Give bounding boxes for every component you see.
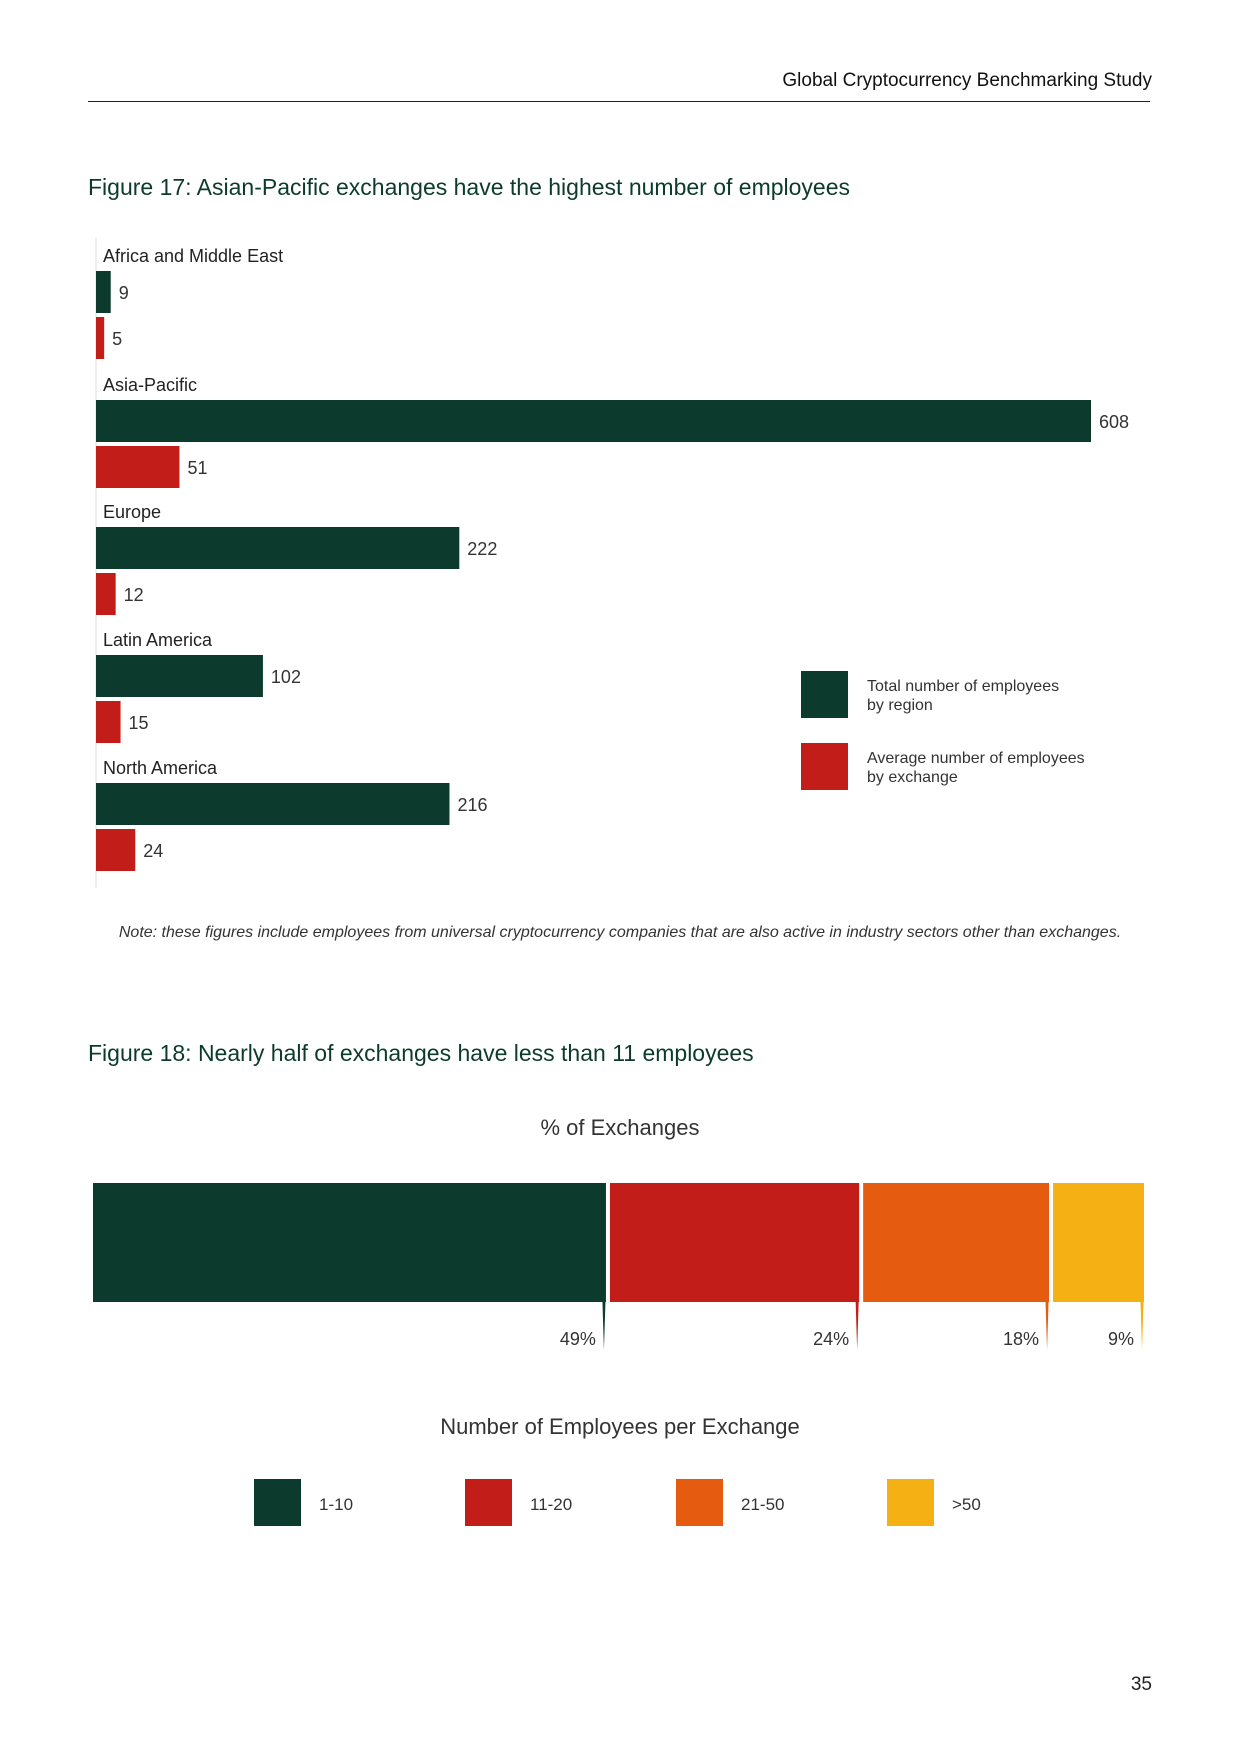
- fig18-legend-label-1-10: 1-10: [319, 1495, 353, 1514]
- document-header-title: Global Cryptocurrency Benchmarking Study: [782, 70, 1152, 91]
- fig18-value-label-21-50: 18%: [1003, 1329, 1039, 1349]
- fig17-value-label-average-europe: 12: [124, 585, 144, 605]
- fig18-legend-label-11-20: 11-20: [530, 1495, 572, 1514]
- fig17-bar-total-asia-pacific: [96, 400, 1091, 442]
- fig18-leader-21-50: [1045, 1302, 1049, 1350]
- fig18-legend-swatch-11-20: [465, 1479, 512, 1526]
- fig17-value-label-average-africa-and-middle-east: 5: [112, 329, 122, 349]
- figure-17-title: Figure 17: Asian-Pacific exchanges have …: [88, 174, 850, 200]
- fig18-segment-50: [1053, 1183, 1144, 1302]
- fig17-legend-label-average-line-1: Average number of employees: [867, 750, 1085, 767]
- fig18-segment-1-10: [93, 1183, 606, 1302]
- fig18-axis-label: Number of Employees per Exchange: [440, 1414, 800, 1439]
- fig17-category-label-latin-america: Latin America: [103, 630, 213, 650]
- page-number: 35: [1130, 1674, 1152, 1695]
- fig17-bar-total-north-america: [96, 783, 450, 825]
- fig18-legend-swatch-1-10: [254, 1479, 301, 1526]
- fig17-bar-total-europe: [96, 527, 460, 569]
- fig17-value-label-total-latin-america: 102: [271, 667, 301, 687]
- fig17-category-label-north-america: North America: [103, 758, 218, 778]
- fig17-legend-label-total-line-1: Total number of employees: [867, 678, 1059, 695]
- fig17-legend-label-average-line-2: by exchange: [867, 769, 958, 786]
- fig17-value-label-total-asia-pacific: 608: [1099, 412, 1129, 432]
- fig18-leader-50: [1140, 1302, 1144, 1350]
- fig17-bar-average-north-america: [96, 829, 136, 871]
- figure-18-title: Figure 18: Nearly half of exchanges have…: [88, 1040, 754, 1066]
- fig18-segment-21-50: [863, 1183, 1050, 1302]
- fig17-legend-label-total-line-2: by region: [867, 697, 933, 714]
- fig17-value-label-average-asia-pacific: 51: [187, 458, 207, 478]
- fig17-value-label-average-north-america: 24: [143, 841, 163, 861]
- fig17-bar-average-asia-pacific: [96, 446, 180, 488]
- fig17-value-label-total-europe: 222: [467, 539, 497, 559]
- fig17-category-label-asia-pacific: Asia-Pacific: [103, 375, 197, 395]
- fig17-category-label-africa-and-middle-east: Africa and Middle East: [103, 246, 283, 266]
- header-divider: [88, 101, 1150, 102]
- fig17-legend-swatch-total: [801, 671, 848, 718]
- fig18-chart-title: % of Exchanges: [541, 1115, 700, 1140]
- fig17-value-label-average-latin-america: 15: [129, 713, 149, 733]
- fig18-value-label-11-20: 24%: [813, 1329, 849, 1349]
- figure-17-note: Note: these figures include employees fr…: [118, 924, 1122, 941]
- fig18-legend-label-50: >50: [952, 1495, 981, 1514]
- fig17-category-label-europe: Europe: [103, 502, 161, 522]
- fig17-legend-swatch-average: [801, 743, 848, 790]
- fig17-value-label-total-north-america: 216: [457, 795, 487, 815]
- fig17-bar-average-europe: [96, 573, 116, 615]
- fig18-leader-1-10: [602, 1302, 606, 1350]
- fig18-legend-swatch-21-50: [676, 1479, 723, 1526]
- fig17-bar-average-africa-and-middle-east: [96, 317, 105, 359]
- fig18-value-label-1-10: 49%: [560, 1329, 596, 1349]
- fig18-segment-11-20: [609, 1183, 860, 1302]
- fig17-value-label-total-africa-and-middle-east: 9: [119, 283, 129, 303]
- fig17-bar-total-africa-and-middle-east: [96, 271, 111, 313]
- fig17-bar-total-latin-america: [96, 655, 263, 697]
- fig18-leader-11-20: [855, 1302, 859, 1350]
- fig18-value-label-50: 9%: [1108, 1329, 1134, 1349]
- fig17-bar-average-latin-america: [96, 701, 121, 743]
- fig18-legend-label-21-50: 21-50: [741, 1495, 784, 1514]
- fig18-legend-swatch-50: [887, 1479, 934, 1526]
